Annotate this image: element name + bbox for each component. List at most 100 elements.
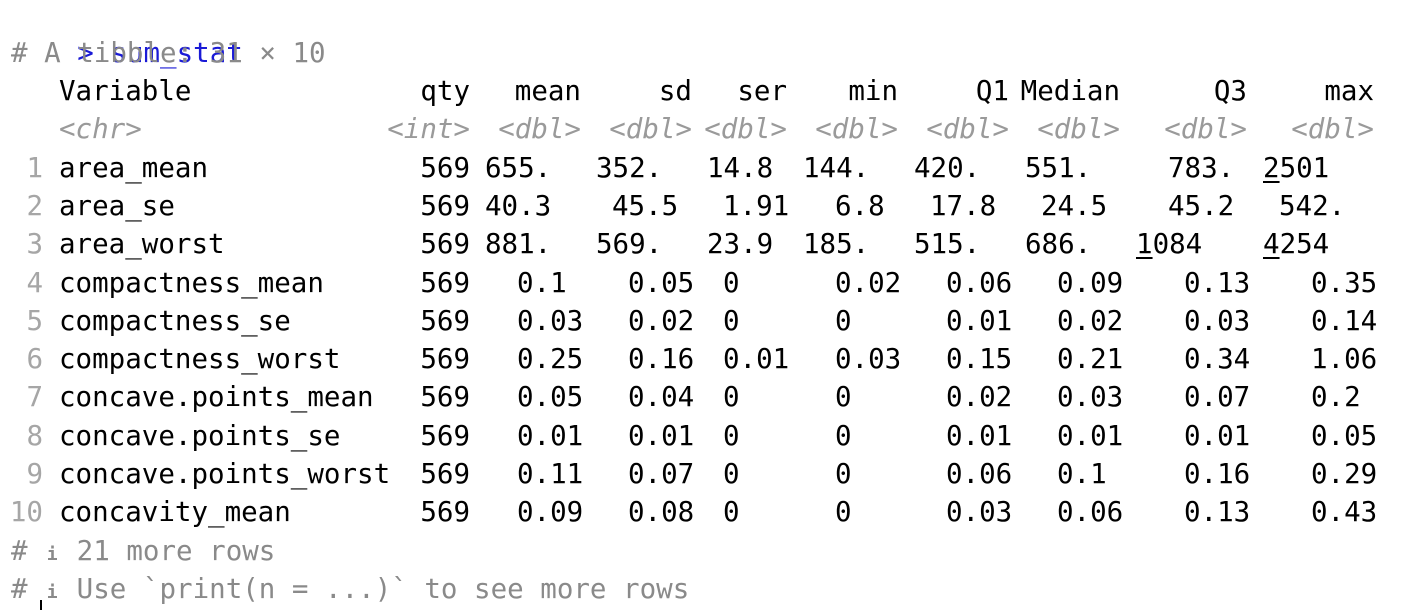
cell-mean: 0.05	[517, 381, 584, 414]
cell-ser: 0.01	[723, 343, 790, 376]
cell-max: 542.	[1279, 189, 1346, 222]
cell-mean: 655.	[485, 151, 552, 184]
cell-q3: 0.13	[1184, 496, 1251, 529]
column-header: Q1	[975, 75, 1009, 107]
cell-median: 0.01	[1057, 419, 1124, 452]
column-type: <dbl>	[1164, 113, 1247, 146]
column-type: <int>	[387, 113, 470, 146]
cell-mean: 0.03	[517, 304, 584, 337]
cell-max: 2501	[1263, 151, 1330, 184]
column-header: max	[1324, 75, 1374, 107]
cell-q1: 0.06	[946, 266, 1013, 299]
cell-max: 0.14	[1311, 304, 1378, 337]
row-index: 1	[26, 151, 43, 184]
cell-sd: 0.04	[628, 381, 695, 414]
cell-mean: 40.3	[485, 189, 552, 222]
tibble-dimensions-comment: # A tibble: 31 × 10	[11, 37, 326, 69]
cell-q3: 0.16	[1184, 458, 1251, 490]
cell-qty: 569	[420, 343, 470, 376]
cell-ser: 1.91	[723, 189, 790, 222]
cell-ser: 14.8	[707, 151, 774, 184]
cell-mean: 0.09	[517, 496, 584, 529]
text-cursor	[40, 600, 42, 610]
column-type: <dbl>	[609, 113, 692, 146]
cell-sd: 0.05	[628, 266, 695, 299]
column-header: Q3	[1213, 75, 1247, 107]
cell-min: 0	[835, 381, 852, 414]
row-index: 3	[26, 228, 43, 261]
cell-q3: 783.	[1168, 151, 1235, 184]
cell-ser: 0	[723, 496, 740, 529]
cell-sd: 45.5	[612, 189, 679, 222]
column-header: Variable	[59, 75, 192, 107]
cell-sd: 352.	[596, 151, 663, 184]
cell-min: 0	[835, 419, 852, 452]
cell-q3: 0.03	[1184, 304, 1251, 337]
cell-q3: 1084	[1136, 228, 1203, 261]
cell-q3: 45.2	[1168, 189, 1235, 222]
cell-min: 0.03	[835, 343, 902, 376]
cell-mean: 0.1	[517, 266, 567, 299]
cell-q1: 0.03	[946, 496, 1013, 529]
cell-max: 4254	[1263, 228, 1330, 261]
cell-qty: 569	[420, 496, 470, 529]
thousands-marker: 2	[1263, 151, 1280, 184]
command-line[interactable]: > sum_stat	[11, 0, 243, 69]
cell-max: 0.05	[1311, 419, 1378, 452]
cell-qty: 569	[420, 228, 470, 261]
cell-qty: 569	[420, 266, 470, 299]
cell-min: 185.	[803, 228, 870, 261]
cell-sd: 0.16	[628, 343, 695, 376]
info-icon: i	[46, 544, 58, 565]
column-header: ser	[737, 75, 787, 107]
cell-q1: 420.	[914, 151, 981, 184]
row-index: 4	[26, 266, 43, 299]
cell-sd: 569.	[596, 228, 663, 261]
cell-median: 686.	[1025, 228, 1092, 261]
cell-variable: concave.points_mean	[59, 381, 374, 414]
cell-variable: area_mean	[59, 151, 209, 184]
cell-ser: 23.9	[707, 228, 774, 261]
cell-median: 551.	[1025, 151, 1092, 184]
cell-variable: compactness_worst	[59, 343, 341, 376]
cell-variable: concavity_mean	[59, 496, 291, 529]
cell-max: 0.29	[1311, 458, 1378, 490]
cell-variable: concave.points_worst	[59, 458, 391, 490]
cell-qty: 569	[420, 381, 470, 414]
cell-variable: area_worst	[59, 228, 225, 261]
column-header: qty	[420, 75, 470, 107]
cell-q1: 0.01	[946, 304, 1013, 337]
cell-ser: 0	[723, 458, 740, 490]
cell-sd: 0.02	[628, 304, 695, 337]
cell-median: 0.03	[1057, 381, 1124, 414]
command-text: sum_stat	[110, 37, 243, 69]
cell-min: 0.02	[835, 266, 902, 299]
column-type: <dbl>	[926, 113, 1009, 146]
column-type: <dbl>	[1037, 113, 1120, 146]
cell-q1: 17.8	[930, 189, 997, 222]
comment-hash: #	[11, 573, 45, 605]
thousands-marker: 4	[1263, 228, 1280, 261]
cell-median: 0.1	[1057, 458, 1107, 490]
row-index: 6	[26, 343, 43, 376]
row-index: 7	[26, 381, 43, 414]
cell-max: 0.43	[1311, 496, 1378, 529]
cell-median: 0.21	[1057, 343, 1124, 376]
cell-q1: 515.	[914, 228, 981, 261]
cell-ser: 0	[723, 304, 740, 337]
row-index: 2	[26, 189, 43, 222]
cell-variable: area_se	[59, 189, 175, 222]
cell-q1: 0.15	[946, 343, 1013, 376]
cell-qty: 569	[420, 304, 470, 337]
cell-q3: 0.07	[1184, 381, 1251, 414]
cell-median: 24.5	[1041, 189, 1108, 222]
cell-ser: 0	[723, 419, 740, 452]
cell-ser: 0	[723, 266, 740, 299]
column-header: Median	[1020, 75, 1120, 107]
row-index: 9	[26, 458, 43, 490]
prompt-symbol: >	[77, 37, 111, 69]
row-index: 5	[26, 304, 43, 337]
cell-mean: 881.	[485, 228, 552, 261]
cell-min: 0	[835, 458, 852, 490]
cell-q1: 0.02	[946, 381, 1013, 414]
